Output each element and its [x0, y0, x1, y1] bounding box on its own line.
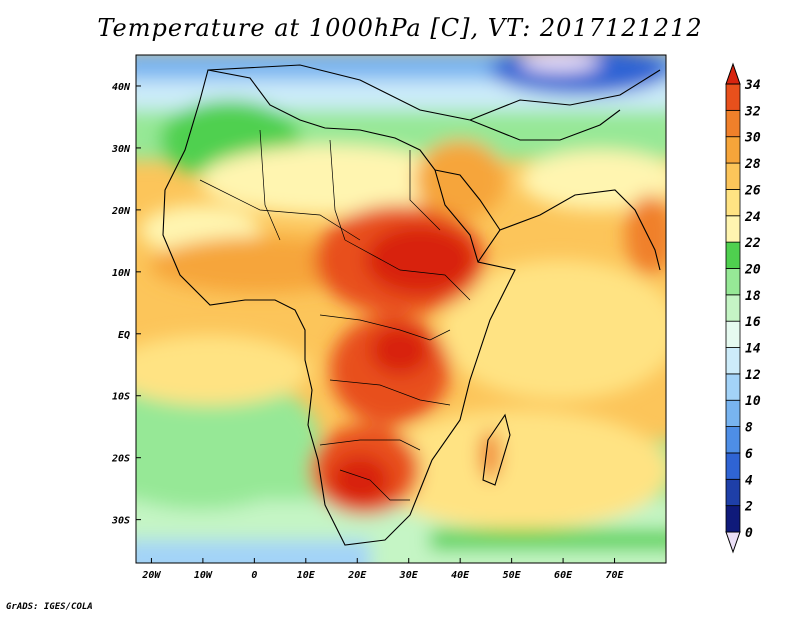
country-borders — [199, 129, 471, 501]
lat-tick-label: EQ — [118, 330, 130, 341]
lon-tick-label: 30E — [399, 570, 419, 581]
lat-tick-label: 20N — [111, 206, 131, 217]
lon-tick-label: 20W — [141, 570, 161, 581]
colorbar-segment — [725, 109, 741, 138]
colorbar-tick-label: 22 — [744, 236, 761, 251]
colorbar-lower-arrow — [725, 531, 741, 554]
lat-tick-label: 30N — [111, 144, 131, 155]
colorbar-tick-label: 30 — [744, 131, 761, 146]
colorbar-segment — [725, 215, 741, 243]
lon-tick-label: 60E — [554, 570, 573, 581]
colorbar-segment — [725, 320, 741, 348]
map-title: Temperature at 1000hPa [C], VT: 20171212… — [97, 14, 703, 42]
lon-tick-label: 70E — [606, 570, 625, 581]
lon-tick-label: 40E — [451, 570, 470, 581]
colorbar-segment — [725, 294, 741, 322]
lat-tick-label: 30S — [111, 516, 130, 527]
colorbar-tick-label: 16 — [745, 315, 761, 330]
colorbar-tick-label: 18 — [745, 289, 761, 304]
colorbar-tick-label: 10 — [745, 394, 761, 409]
colorbar-segment — [725, 505, 741, 533]
lon-tick-label: 10W — [194, 570, 213, 581]
colorbar-tick-label: 26 — [744, 183, 761, 198]
colorbar-segment — [725, 241, 741, 269]
colorbar-segment — [725, 399, 741, 427]
colorbar-tick-label: 28 — [744, 157, 761, 172]
map-frame — [135, 54, 667, 564]
colorbar-segment — [725, 478, 741, 507]
colorbar-segment — [725, 373, 741, 401]
longitude-axis: 20W 10W 0 10E 20E 30E 40E 50E 60E 70E — [141, 558, 625, 581]
temperature-field — [136, 55, 666, 563]
colorbar-tick-label: 4 — [745, 473, 753, 488]
lat-tick-label: 20S — [111, 454, 130, 465]
colorbar-upper-arrow — [725, 62, 741, 85]
colorbar-segment — [725, 347, 741, 375]
colorbar-tick-label: 6 — [745, 447, 753, 462]
colorbar-segment — [725, 268, 741, 296]
colorbar-segment — [725, 452, 741, 480]
colorbar-tick-label: 2 — [744, 500, 753, 515]
colorbar-segment — [725, 426, 741, 454]
lat-tick-label: 10N — [112, 268, 131, 279]
colorbar-tick-label: 34 — [744, 78, 761, 93]
colorbar-segment — [725, 162, 741, 190]
colorbar-tick-label: 14 — [745, 342, 761, 357]
lon-tick-label: 20E — [347, 570, 367, 581]
lon-tick-label: 10E — [297, 570, 316, 581]
latitude-axis: 40N 30N 20N 10N EQ 10S 20S 30S — [111, 82, 141, 527]
colorbar-tick-label: 24 — [744, 210, 761, 225]
colorbar-tick-label: 32 — [744, 104, 761, 119]
colorbar-tick-label: 8 — [745, 421, 753, 436]
colorbar-tick-label: 0 — [745, 526, 753, 541]
grads-credit: GrADS: IGES/COLA — [6, 602, 93, 612]
coastline — [162, 64, 661, 546]
colorbar-segment — [725, 136, 741, 164]
colorbar-tick-label: 20 — [744, 262, 761, 277]
lon-tick-label: 0 — [251, 570, 257, 581]
lon-tick-label: 50E — [503, 570, 522, 581]
lat-tick-label: 40N — [112, 82, 131, 93]
colorbar-tick-label: 12 — [745, 368, 761, 383]
colorbar-segment — [725, 189, 741, 217]
colorbar-segment — [725, 83, 741, 111]
lat-tick-label: 10S — [112, 392, 130, 403]
